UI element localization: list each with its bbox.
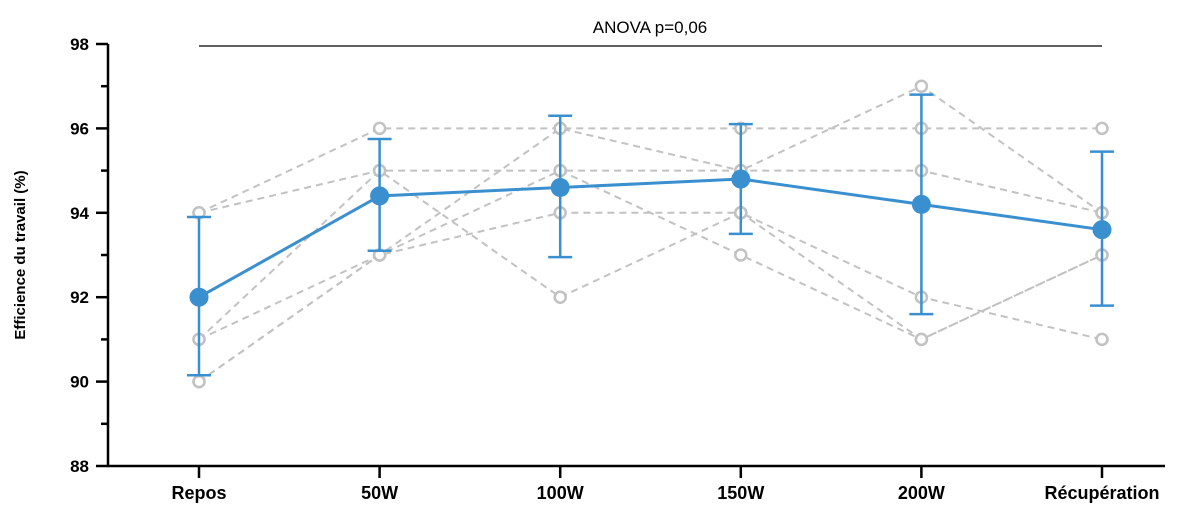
y-tick-label: 98 xyxy=(70,35,89,54)
individual-series-line xyxy=(198,127,1102,214)
mean-point xyxy=(1092,220,1112,240)
mean-series-line xyxy=(198,177,1103,299)
y-tick-label: 96 xyxy=(70,119,89,138)
individual-point xyxy=(914,79,929,93)
x-tick-label: 150W xyxy=(717,483,764,503)
individual-series-line xyxy=(198,211,1103,341)
y-tick-label: 94 xyxy=(70,204,89,223)
individual-series-line xyxy=(198,169,1103,383)
individual-point xyxy=(192,374,206,389)
mean-point xyxy=(550,177,570,197)
individual-point xyxy=(1095,121,1109,136)
x-tick-labels: Repos 50W 100W 150W 200W Récupération xyxy=(171,466,1160,503)
mean-point xyxy=(911,194,931,214)
individual-series-line xyxy=(198,85,1103,214)
y-ticks: 88 90 92 94 96 98 xyxy=(70,35,108,476)
y-tick-label: 90 xyxy=(70,373,89,392)
mean-point xyxy=(370,186,390,206)
error-bars xyxy=(187,93,1114,377)
mean-point xyxy=(189,287,209,307)
x-tick-label: 200W xyxy=(898,483,945,503)
individual-series xyxy=(192,79,1109,389)
individual-series-line xyxy=(198,169,1103,341)
x-tick-label: Récupération xyxy=(1044,483,1159,503)
x-tick-label: Repos xyxy=(171,483,226,503)
individual-point xyxy=(372,121,387,136)
x-tick-label: 50W xyxy=(361,483,398,503)
mean-point xyxy=(731,169,751,189)
individual-point xyxy=(553,290,567,304)
y-tick-label: 92 xyxy=(70,288,89,307)
individual-point xyxy=(734,248,748,262)
individual-point xyxy=(914,332,929,347)
x-tick-label: 100W xyxy=(537,483,584,503)
mean-series xyxy=(189,169,1112,307)
y-tick-label: 88 xyxy=(70,457,89,476)
y-axis-title: Efficience du travail (%) xyxy=(12,170,29,339)
individual-point xyxy=(1095,332,1109,347)
anova-label: ANOVA p=0,06 xyxy=(593,18,708,37)
